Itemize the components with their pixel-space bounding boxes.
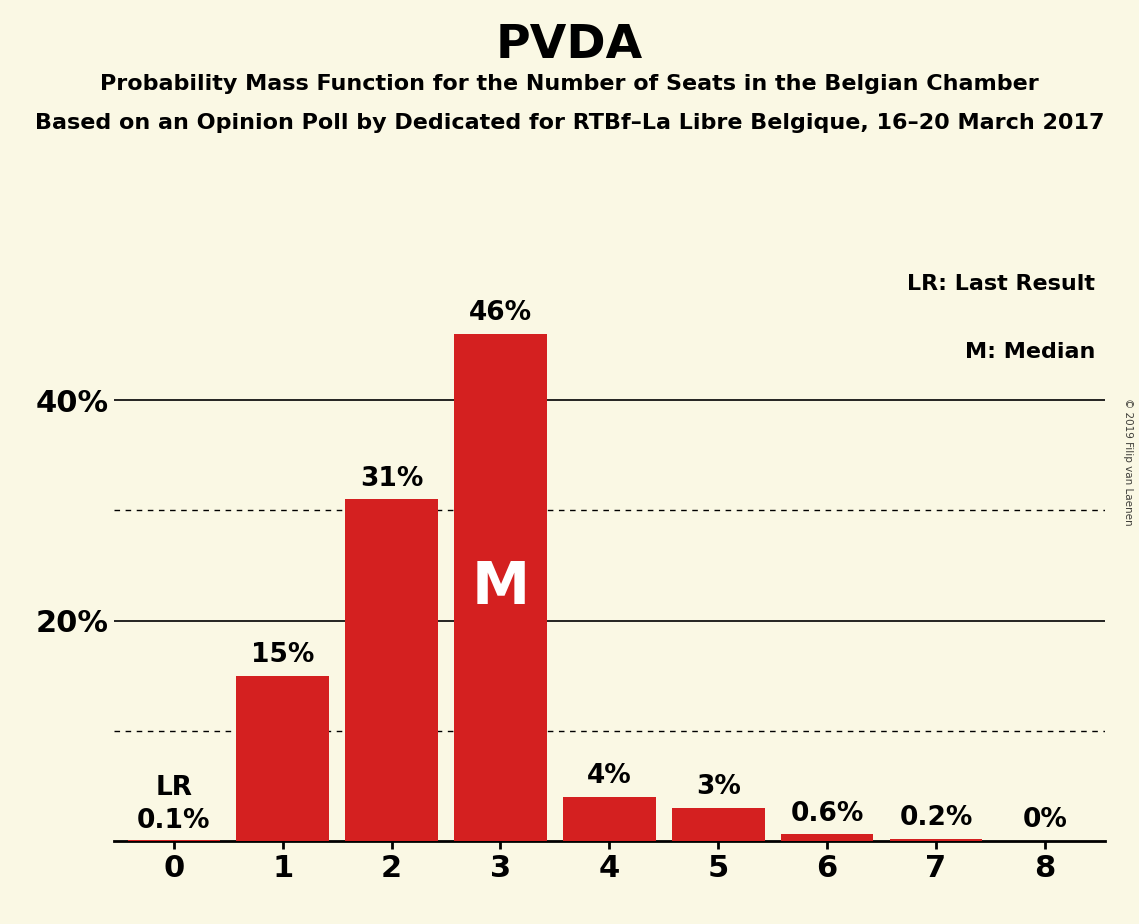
- Text: 15%: 15%: [251, 642, 314, 668]
- Text: PVDA: PVDA: [495, 23, 644, 68]
- Text: 0%: 0%: [1023, 808, 1067, 833]
- Bar: [781, 834, 874, 841]
- Bar: [454, 334, 547, 841]
- Bar: [345, 499, 437, 841]
- Text: Probability Mass Function for the Number of Seats in the Belgian Chamber: Probability Mass Function for the Number…: [100, 74, 1039, 94]
- Text: 3%: 3%: [696, 774, 740, 800]
- Text: 31%: 31%: [360, 466, 424, 492]
- Text: M: M: [472, 559, 530, 616]
- Text: 4%: 4%: [587, 763, 632, 789]
- Bar: [237, 675, 329, 841]
- Text: Based on an Opinion Poll by Dedicated for RTBf–La Libre Belgique, 16–20 March 20: Based on an Opinion Poll by Dedicated fo…: [35, 113, 1104, 133]
- Text: LR: LR: [155, 775, 192, 801]
- Bar: [672, 808, 764, 841]
- Text: © 2019 Filip van Laenen: © 2019 Filip van Laenen: [1123, 398, 1133, 526]
- Text: 46%: 46%: [469, 300, 532, 326]
- Text: M: Median: M: Median: [965, 343, 1095, 362]
- Text: 0.2%: 0.2%: [900, 805, 973, 831]
- Text: 0.6%: 0.6%: [790, 800, 863, 826]
- Text: LR: Last Result: LR: Last Result: [907, 274, 1095, 294]
- Bar: [890, 839, 982, 841]
- Bar: [563, 796, 656, 841]
- Bar: [128, 840, 220, 841]
- Text: 0.1%: 0.1%: [137, 808, 211, 834]
